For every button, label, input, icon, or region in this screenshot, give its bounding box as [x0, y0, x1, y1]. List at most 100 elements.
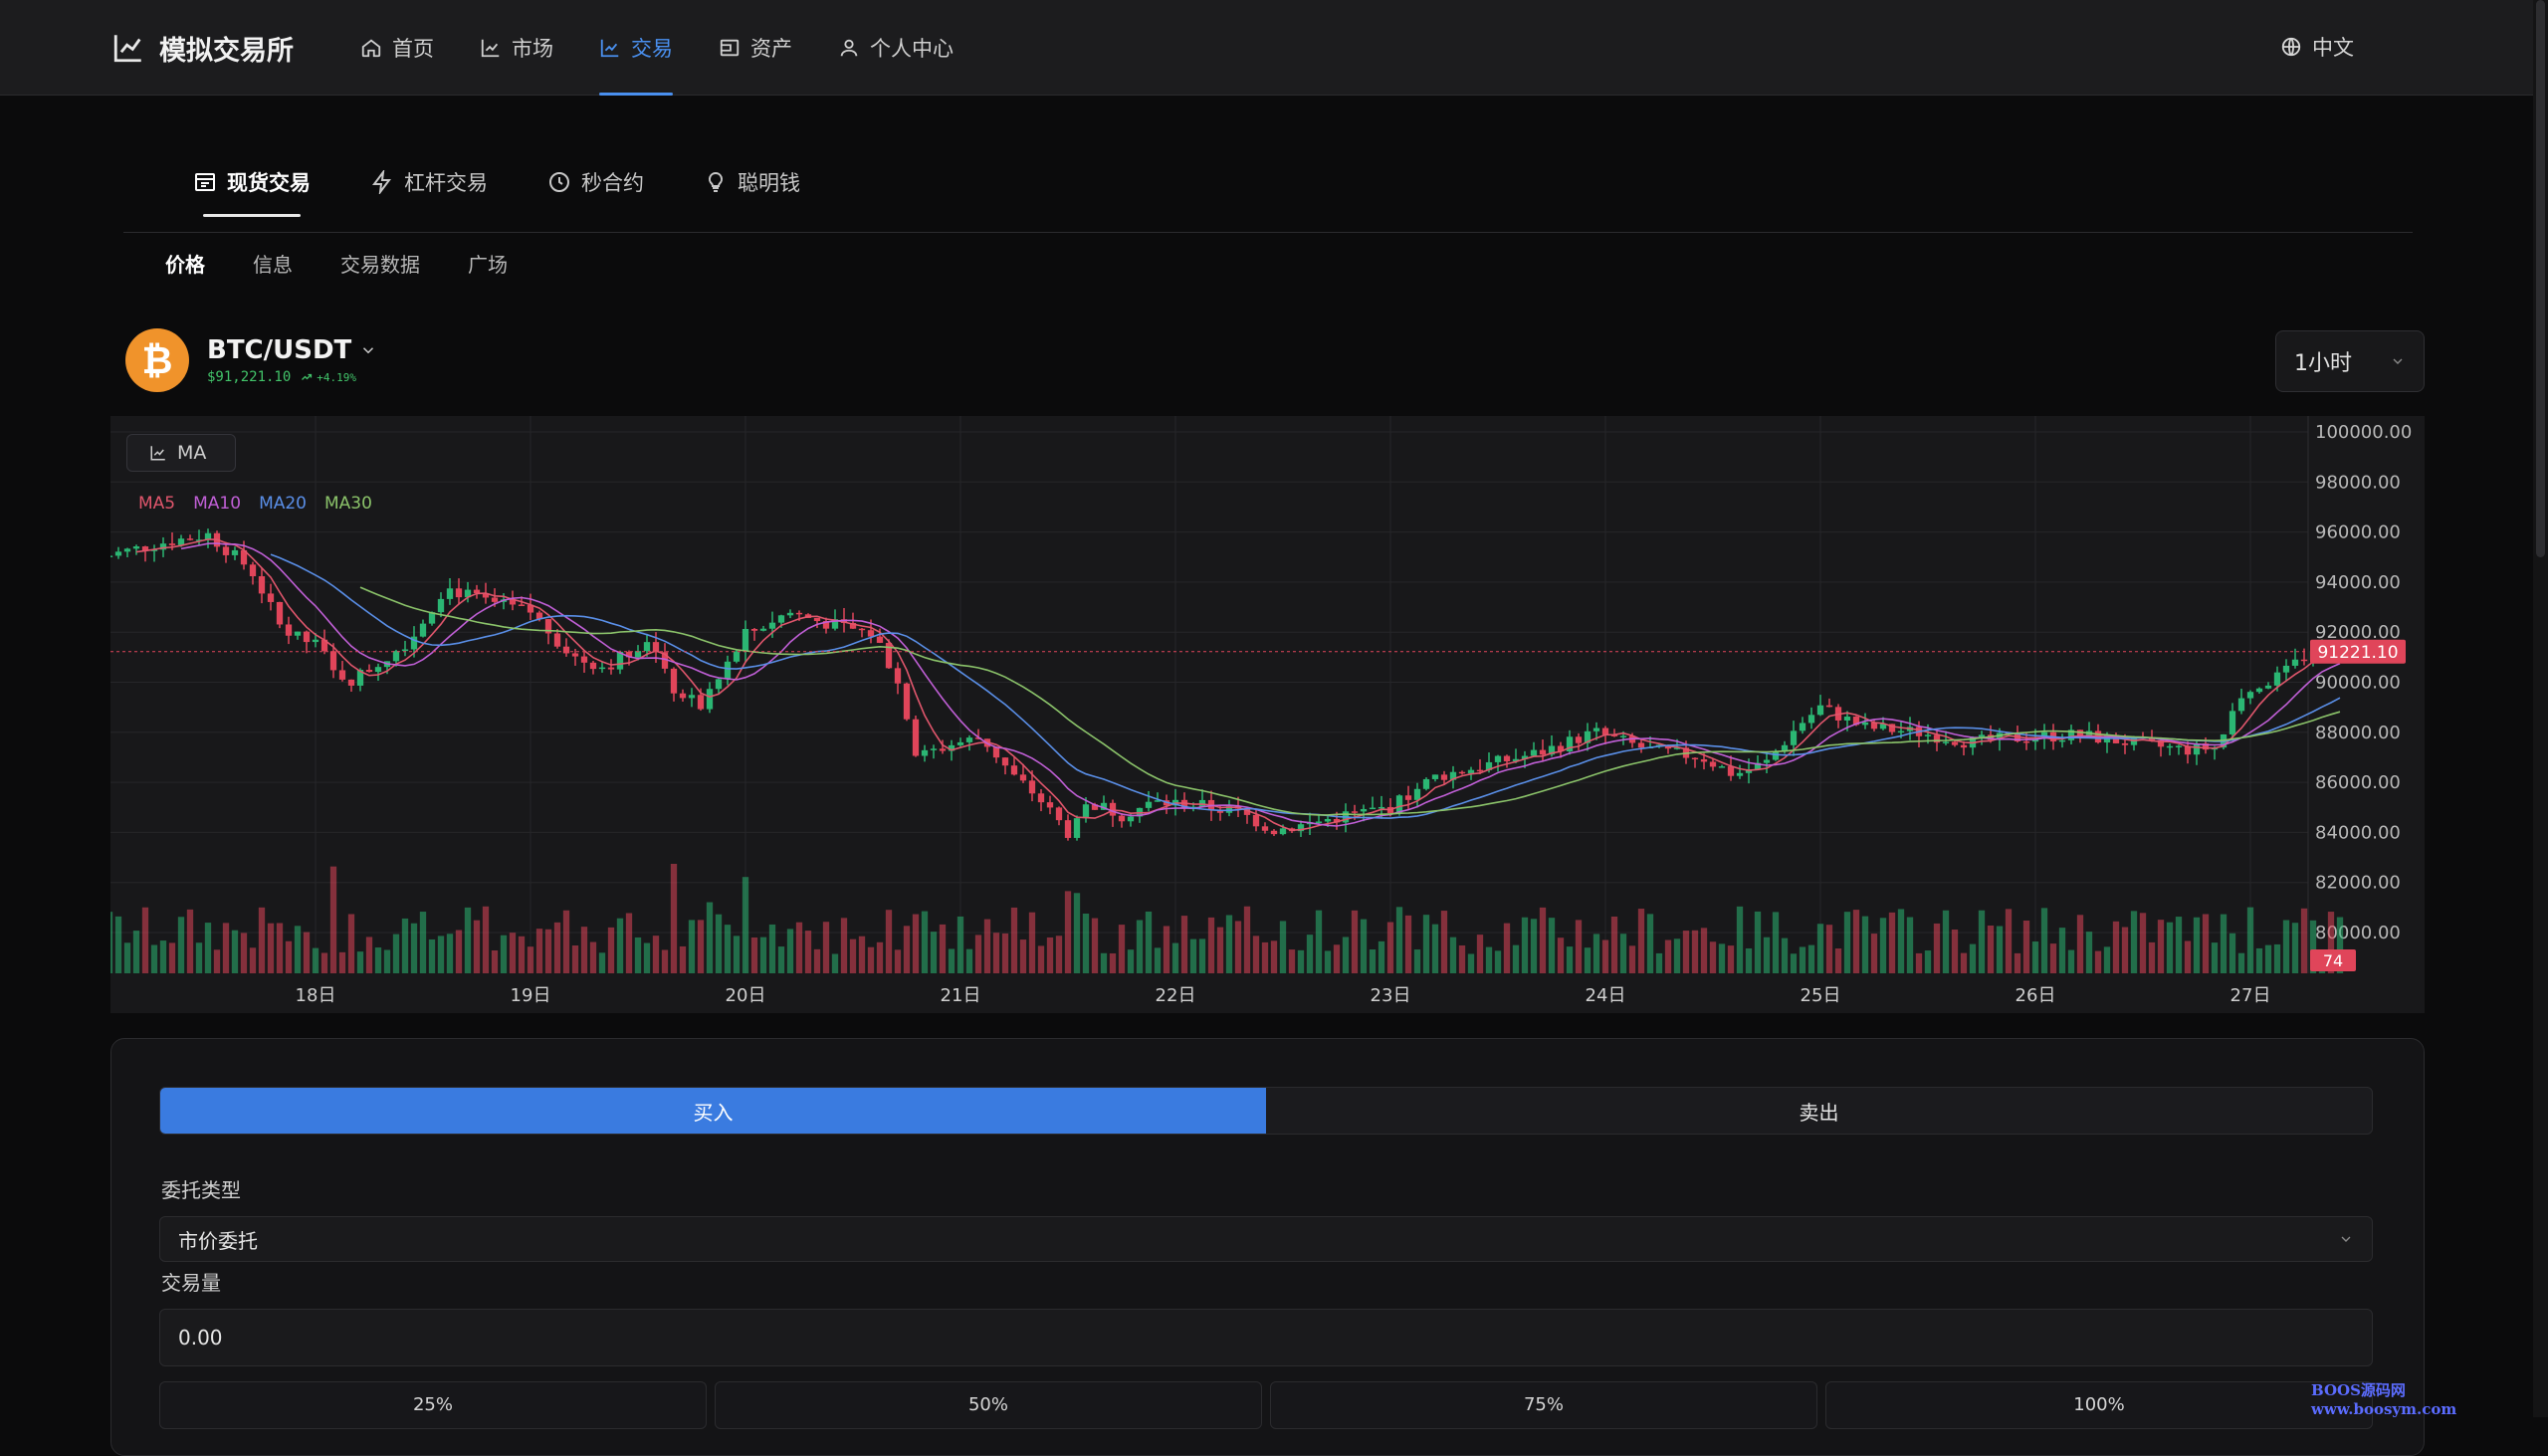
- candle-body: [294, 631, 302, 636]
- volume-bar: [1422, 915, 1430, 973]
- volume-bar: [921, 911, 929, 973]
- candle-body: [141, 546, 149, 551]
- volume-bar: [903, 926, 911, 973]
- volume-bar: [2112, 921, 2120, 973]
- volume-bar: [1870, 934, 1878, 973]
- x-tick-label: 27日: [2230, 985, 2271, 1006]
- nav-item-assets[interactable]: 资产: [719, 0, 792, 96]
- candle-body: [589, 662, 597, 670]
- sell-tab[interactable]: 卖出: [1799, 1100, 1839, 1125]
- volume-bar: [1781, 937, 1789, 973]
- candle-body: [204, 532, 212, 540]
- tab-spot[interactable]: 现货交易: [193, 149, 311, 217]
- volume-bar: [1243, 906, 1251, 973]
- volume-bar: [1449, 936, 1457, 973]
- volume-bar: [1843, 912, 1851, 973]
- volume-bar: [1386, 922, 1394, 973]
- candlestick-plot[interactable]: 100000.00 98000.00 96000.00 94000.00 92000.0…: [110, 416, 2425, 1013]
- chart-icon: [150, 446, 165, 461]
- volume-bar: [1431, 924, 1439, 973]
- ma-indicator-button[interactable]: MA: [126, 434, 236, 472]
- candle-body: [1619, 735, 1627, 737]
- volume-bar: [231, 930, 239, 973]
- brand-logo[interactable]: 模拟交易所: [111, 28, 294, 68]
- nav-item-market[interactable]: 市场: [480, 0, 553, 96]
- tab-info[interactable]: 信息: [253, 253, 293, 277]
- volume-bar: [1539, 907, 1547, 973]
- volume-bar: [2067, 949, 2075, 973]
- page-scrollbar[interactable]: [2533, 0, 2548, 1417]
- candle-body: [2202, 743, 2210, 750]
- volume-bar: [1745, 947, 1753, 973]
- nav-item-home[interactable]: 首页: [360, 0, 434, 96]
- globe-icon: [2281, 37, 2301, 57]
- candle-body: [1566, 736, 1574, 751]
- candle-body: [912, 719, 920, 756]
- volume-bar: [544, 929, 552, 973]
- volume-bar: [1225, 915, 1233, 973]
- candle-body: [1512, 758, 1520, 761]
- volume-bar: [580, 927, 588, 973]
- candle-body: [661, 652, 669, 669]
- tab-price[interactable]: 价格: [165, 253, 205, 277]
- volume-bar: [1100, 952, 1108, 973]
- candle-body: [1718, 766, 1726, 768]
- volume-bar: [1360, 919, 1368, 973]
- volume-bar: [1019, 939, 1027, 973]
- percent-25-button[interactable]: 25%: [159, 1381, 707, 1429]
- percent-100-button[interactable]: 100%: [1825, 1381, 2373, 1429]
- buy-tab[interactable]: 买入: [160, 1088, 1266, 1134]
- volume-bar: [2005, 909, 2013, 973]
- volume-bar: [276, 923, 284, 973]
- volume-bar: [1548, 918, 1556, 973]
- volume-bar: [527, 946, 534, 973]
- candle-body: [1763, 759, 1771, 763]
- volume-bar: [446, 934, 454, 973]
- candle-body: [553, 633, 561, 647]
- tab-seconds-contract[interactable]: 秒合约: [547, 149, 644, 215]
- tab-trade-data[interactable]: 交易数据: [340, 253, 420, 277]
- candle-body: [2031, 738, 2039, 742]
- tab-square[interactable]: 广场: [468, 253, 508, 277]
- nav-item-label: 首页: [392, 37, 434, 61]
- candle-body: [1145, 801, 1153, 808]
- tab-label: 杠杆交易: [404, 171, 488, 195]
- candle-body: [1431, 774, 1439, 779]
- volume-bar: [1467, 953, 1475, 973]
- scrollbar-thumb[interactable]: [2536, 0, 2545, 557]
- volume-bar: [1198, 938, 1206, 973]
- candle-body: [1790, 730, 1798, 745]
- candle-body: [867, 630, 875, 637]
- amount-input[interactable]: [159, 1309, 2373, 1366]
- candle-body: [759, 628, 767, 631]
- percent-50-button[interactable]: 50%: [715, 1381, 1262, 1429]
- volume-bar: [1127, 949, 1135, 973]
- pair-selector[interactable]: BTC/USDT: [207, 335, 377, 365]
- candle-body: [1673, 747, 1681, 749]
- nav-item-trade[interactable]: 交易: [599, 0, 673, 96]
- candle-body: [374, 667, 382, 673]
- y-tick-label: 94000.00: [2315, 572, 2401, 593]
- volume-bar: [1476, 935, 1484, 973]
- wallet-icon: [720, 39, 740, 57]
- percent-75-button[interactable]: 75%: [1270, 1381, 1817, 1429]
- price-chart[interactable]: 100000.00 98000.00 96000.00 94000.00 92000.0…: [110, 416, 2425, 1013]
- ma-legend: MA5 MA10 MA20 MA30: [138, 494, 372, 514]
- tab-smart-money[interactable]: 聪明钱: [704, 149, 800, 215]
- volume-bar: [410, 923, 418, 973]
- candle-body: [2166, 745, 2174, 748]
- tab-label: 秒合约: [581, 171, 644, 195]
- order-type-select[interactable]: 市价委托: [159, 1216, 2373, 1262]
- volume-bar: [2157, 920, 2165, 973]
- tab-margin[interactable]: 杠杆交易: [370, 149, 488, 215]
- volume-bar: [204, 923, 212, 973]
- nav-item-profile[interactable]: 个人中心: [838, 0, 954, 96]
- ma5-legend: MA5: [138, 494, 176, 514]
- interval-select[interactable]: 1小时: [2275, 330, 2425, 392]
- volume-bar: [1557, 937, 1565, 973]
- volume-bar: [1637, 909, 1645, 973]
- candle-body: [894, 668, 902, 684]
- volume-bar: [2130, 911, 2138, 973]
- language-switcher[interactable]: 中文: [2280, 32, 2354, 62]
- volume-bar: [2094, 950, 2102, 973]
